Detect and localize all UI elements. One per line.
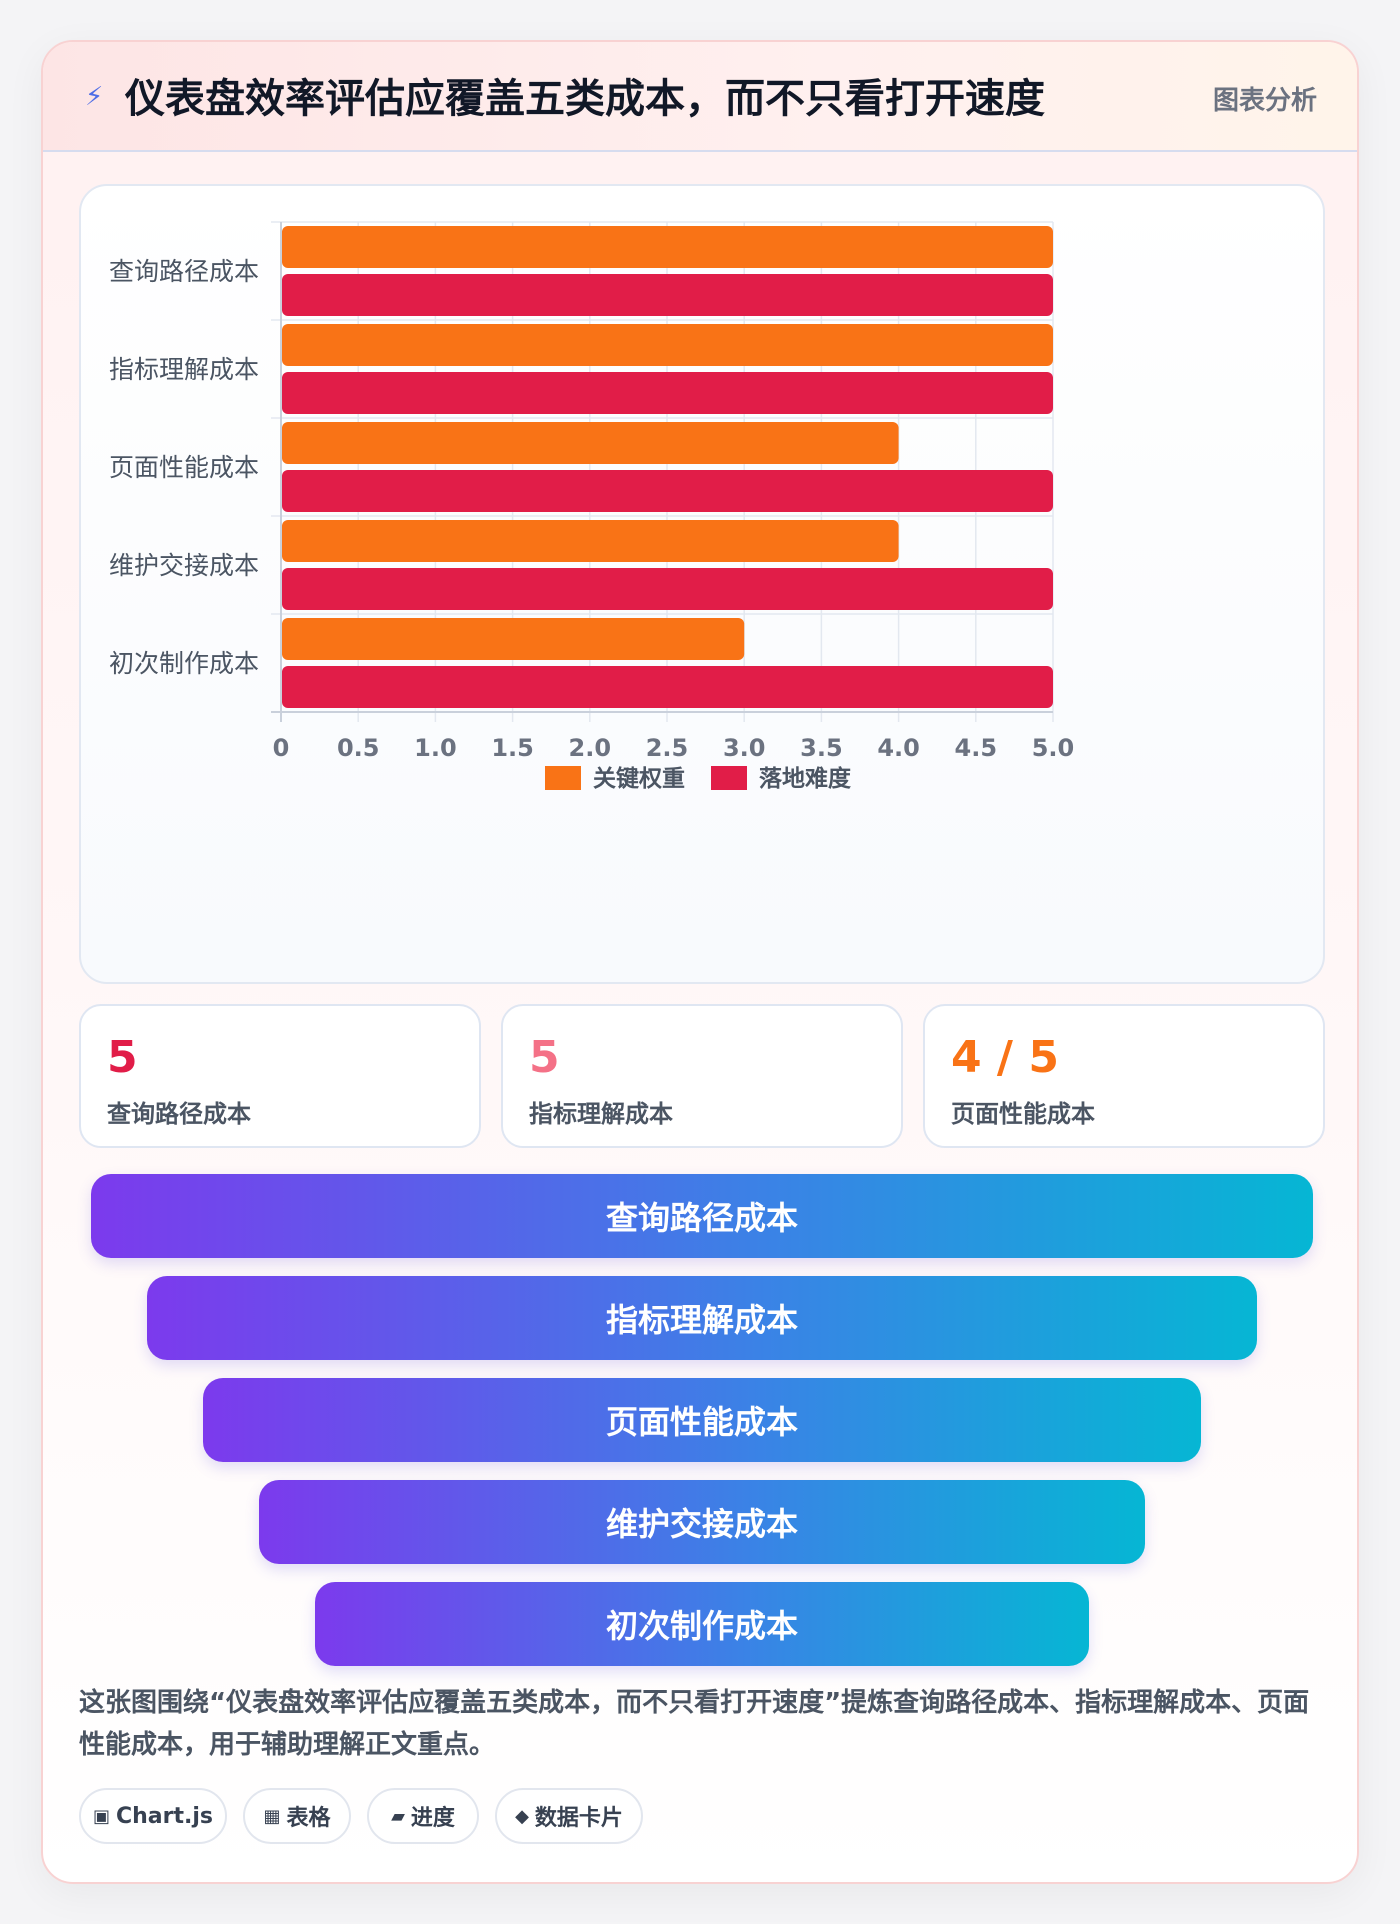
chart-icon: ▣: [92, 1805, 110, 1827]
chip-label: 数据卡片: [534, 1806, 623, 1831]
table-icon: ▦: [263, 1805, 281, 1827]
funnel-step-1: 查询路径成本: [91, 1174, 1313, 1258]
funnel-step-2: 指标理解成本: [147, 1276, 1257, 1360]
x-tick-label: 4.0: [877, 734, 920, 762]
category-label: 维护交接成本: [109, 551, 259, 580]
x-tick-label: 1.5: [491, 734, 534, 762]
category-label: 查询路径成本: [109, 257, 259, 286]
x-tick-label: 3.0: [723, 734, 766, 762]
chip-label: 表格: [286, 1806, 331, 1831]
diamond-icon: ◆: [515, 1805, 529, 1827]
page-title: 仪表盘效率评估应覆盖五类成本，而不只看打开速度: [125, 76, 1045, 122]
x-tick-label: 0.5: [337, 734, 380, 762]
bar-difficulty: [282, 470, 1053, 512]
chip-table[interactable]: ▦ 表格: [243, 1788, 351, 1844]
funnel-step-4: 维护交接成本: [259, 1480, 1145, 1564]
stat-card-query: 5 查询路径成本: [79, 1004, 481, 1148]
bar-difficulty: [282, 274, 1053, 316]
bar-difficulty: [282, 372, 1053, 414]
bar-weight: [282, 520, 899, 562]
bar-weight: [282, 422, 899, 464]
stat-value: 5: [107, 1032, 138, 1083]
bar-difficulty: [282, 568, 1053, 610]
bar-weight: [282, 226, 1053, 268]
bar-weight: [282, 324, 1053, 366]
stat-card-metric: 5 指标理解成本: [501, 1004, 903, 1148]
progress-icon: ▰: [391, 1805, 405, 1827]
stat-value: 5: [529, 1032, 560, 1083]
legend-label: 落地难度: [759, 765, 852, 792]
bar-difficulty: [282, 666, 1053, 708]
bar-chart-panel: 查询路径成本 指标理解成本 页面性能成本 维护交接成本 初次制作成本 0 0.5 1.0 1.5…: [79, 184, 1325, 984]
legend-swatch: [711, 766, 747, 790]
chip-progress[interactable]: ▰ 进度: [367, 1788, 479, 1844]
chip-label: Chart.js: [116, 1803, 214, 1829]
x-tick-label: 0: [273, 734, 290, 762]
bar-weight: [282, 618, 745, 660]
stat-card-performance: 4 / 5 页面性能成本: [923, 1004, 1325, 1148]
legend-label: 关键权重: [593, 765, 685, 792]
x-tick-label: 2.0: [569, 734, 612, 762]
stat-value: 4 / 5: [951, 1032, 1059, 1083]
chip-chartjs[interactable]: ▣ Chart.js: [79, 1788, 227, 1844]
category-label: 页面性能成本: [109, 453, 259, 482]
x-tick-label: 5.0: [1032, 734, 1075, 762]
chip-label: 进度: [410, 1806, 455, 1831]
category-label: 指标理解成本: [109, 355, 259, 384]
x-tick-label: 2.5: [646, 734, 689, 762]
stat-label: 页面性能成本: [951, 1100, 1095, 1128]
lightning-icon: ⚡: [85, 82, 104, 112]
legend-swatch: [545, 766, 581, 790]
x-tick-label: 3.5: [800, 734, 843, 762]
chart-analysis-tag: 图表分析: [1212, 86, 1317, 116]
chart-card: ⚡ 仪表盘效率评估应覆盖五类成本，而不只看打开速度 图表分析 查询路径成本 指标理…: [41, 40, 1359, 1884]
x-tick-label: 1.0: [414, 734, 457, 762]
x-tick-label: 4.5: [955, 734, 998, 762]
funnel-step-3: 页面性能成本: [203, 1378, 1201, 1462]
card-header: ⚡ 仪表盘效率评估应覆盖五类成本，而不只看打开速度 图表分析: [43, 42, 1357, 152]
stat-label: 查询路径成本: [107, 1100, 251, 1128]
chart-description: 这张图围绕“仪表盘效率评估应覆盖五类成本，而不只看打开速度”提炼查询路径成本、指…: [79, 1688, 1310, 1760]
stat-label: 指标理解成本: [529, 1100, 673, 1128]
category-label: 初次制作成本: [109, 649, 259, 678]
chip-data-card[interactable]: ◆ 数据卡片: [495, 1788, 643, 1844]
funnel-step-5: 初次制作成本: [315, 1582, 1089, 1666]
